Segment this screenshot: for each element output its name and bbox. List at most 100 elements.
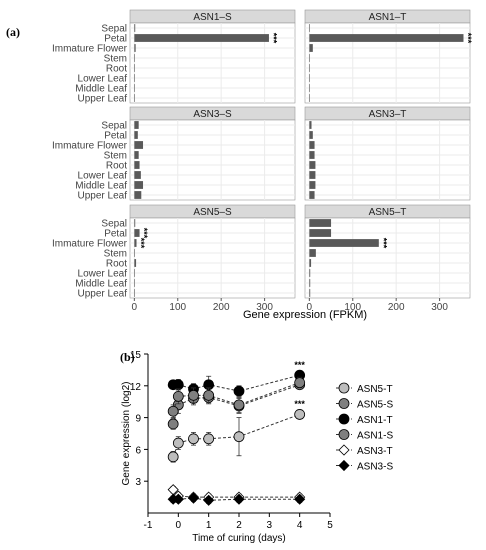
point-asn5-t — [203, 433, 215, 445]
legend-label-asn3-t: ASN3-T — [357, 446, 393, 457]
x-tick-label: 200 — [213, 302, 230, 313]
category-label: Stem — [104, 249, 127, 260]
category-label: Upper Leaf — [78, 289, 128, 300]
category-label: Immature Flower — [52, 44, 128, 55]
bar — [134, 44, 136, 52]
x-tick-label: 0 — [307, 302, 313, 313]
bar — [134, 161, 140, 169]
bar — [134, 191, 142, 199]
legend-label-asn1-s: ASN1-S — [357, 431, 393, 442]
facet-title-asn1-s: ASN1–S — [193, 12, 232, 23]
point-asn3-s — [203, 494, 215, 506]
bar — [134, 24, 136, 32]
y-tick-label: 9 — [135, 414, 141, 425]
bar — [309, 289, 311, 297]
category-label: Petal — [104, 131, 127, 142]
bar — [134, 279, 135, 287]
bar — [309, 121, 312, 129]
bar — [134, 141, 144, 149]
category-label: Lower Leaf — [78, 74, 128, 85]
x-tick-label: 300 — [256, 302, 273, 313]
x-tick-label: 300 — [431, 302, 448, 313]
bar — [309, 191, 315, 199]
legend-label-asn5-s: ASN5-S — [357, 400, 393, 411]
bar — [134, 269, 135, 277]
category-label: Sepal — [101, 24, 127, 35]
y-tick-label: 15 — [130, 350, 142, 361]
bar — [309, 181, 316, 189]
bar — [134, 131, 138, 139]
bar — [309, 279, 311, 287]
bar — [134, 74, 135, 82]
facet-panel-asn5-t — [304, 217, 471, 299]
bar — [309, 239, 379, 247]
facet-title-asn5-s: ASN5–S — [193, 207, 232, 218]
category-label: Lower Leaf — [78, 171, 128, 182]
bar — [134, 239, 137, 247]
category-label: Root — [106, 64, 127, 75]
legend-label-asn5-t: ASN5-T — [357, 384, 393, 395]
facet-title-asn5-t: ASN5–T — [369, 207, 407, 218]
x-tick-label: 1 — [206, 520, 212, 531]
legend-marker-asn5-t — [338, 382, 350, 394]
legend-marker-asn5-s — [338, 398, 350, 409]
facet-title-asn3-t: ASN3–T — [369, 109, 407, 120]
point-asn3-s — [294, 493, 306, 505]
bar — [134, 121, 139, 129]
category-label: Root — [106, 161, 127, 172]
x-axis-title: Time of curing (days) — [192, 533, 286, 544]
legend-marker-asn3-s — [338, 459, 350, 472]
series-line-asn3-s — [173, 497, 300, 501]
x-tick-label: 5 — [327, 520, 333, 531]
point-asn5-t — [188, 433, 199, 445]
category-label: Middle Leaf — [75, 84, 127, 95]
legend-marker-asn1-t — [338, 413, 350, 425]
bar — [134, 249, 135, 257]
significance-label: *** — [294, 399, 305, 409]
category-label: Root — [106, 259, 127, 270]
bar — [309, 249, 316, 257]
significance-label: *** — [463, 33, 473, 44]
point-asn1-s — [203, 389, 215, 401]
x-tick-label: 4 — [297, 520, 303, 531]
facet-title-asn1-t: ASN1–T — [369, 12, 407, 23]
point-asn5-s — [167, 418, 179, 430]
category-label: Sepal — [101, 121, 127, 132]
point-asn1-s — [167, 405, 179, 417]
legend-label-asn3-s: ASN3-S — [357, 462, 393, 473]
bar — [309, 219, 332, 227]
bar — [309, 141, 315, 149]
x-tick-label: 200 — [388, 302, 405, 313]
point-asn1-s — [172, 390, 184, 402]
bar — [309, 44, 313, 52]
panel-label-b: (b) — [120, 350, 135, 364]
bar — [134, 259, 137, 267]
category-label: Middle Leaf — [75, 279, 127, 290]
point-asn5-t — [233, 431, 245, 443]
bar — [134, 219, 136, 227]
category-label: Stem — [104, 54, 127, 65]
bar — [309, 269, 311, 277]
bar — [134, 181, 144, 189]
bar — [309, 131, 313, 139]
facet-panel-asn3-s — [129, 119, 296, 201]
x-tick-label: 0 — [132, 302, 138, 313]
x-axis-title: Gene expression (FPKM) — [243, 309, 367, 321]
category-label: Sepal — [101, 219, 127, 230]
significance-label: *** — [139, 228, 149, 239]
y-tick-label: 3 — [135, 477, 141, 488]
category-label: Middle Leaf — [75, 181, 127, 192]
legend-marker-asn1-s — [338, 429, 350, 440]
point-asn3-s — [187, 492, 200, 504]
significance-label: *** — [136, 238, 146, 249]
point-asn1-t — [172, 379, 184, 391]
bar — [134, 151, 139, 159]
y-axis-title: Gene expression (log2) — [121, 382, 132, 486]
bar — [134, 94, 135, 102]
bar — [309, 24, 310, 32]
bar — [309, 259, 312, 267]
bar — [134, 64, 135, 72]
y-tick-label: 12 — [130, 382, 142, 393]
category-label: Immature Flower — [52, 239, 128, 250]
